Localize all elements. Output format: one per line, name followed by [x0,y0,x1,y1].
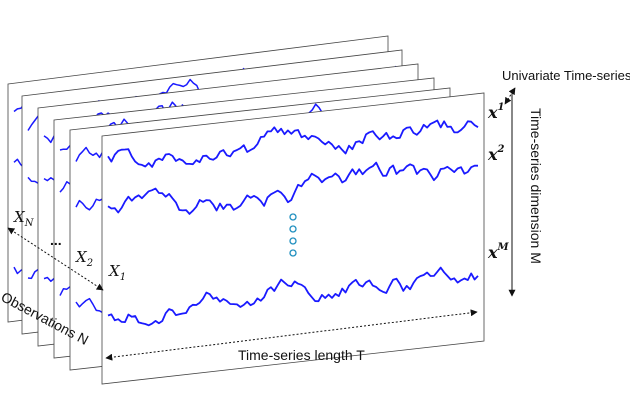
univariate-label: Univariate Time-series [502,68,630,83]
obs-label-2: X2 [75,248,93,269]
obs-label-n: XN [13,208,35,229]
observations-arrow [7,227,104,291]
series-label-1: x1 [487,102,505,122]
series-line [107,161,478,215]
univariate-pointer [504,87,516,105]
series-label-2: x2 [487,144,505,164]
series-line [107,119,479,168]
continuation-dots [289,213,297,257]
series-label-m: xM [487,242,510,262]
obs-label-1: X1 [108,262,126,283]
length-label: Time-series length T [238,347,365,363]
ellipsis-label: ... [50,232,62,248]
dimension-label: Time-series dimension M [528,108,544,264]
